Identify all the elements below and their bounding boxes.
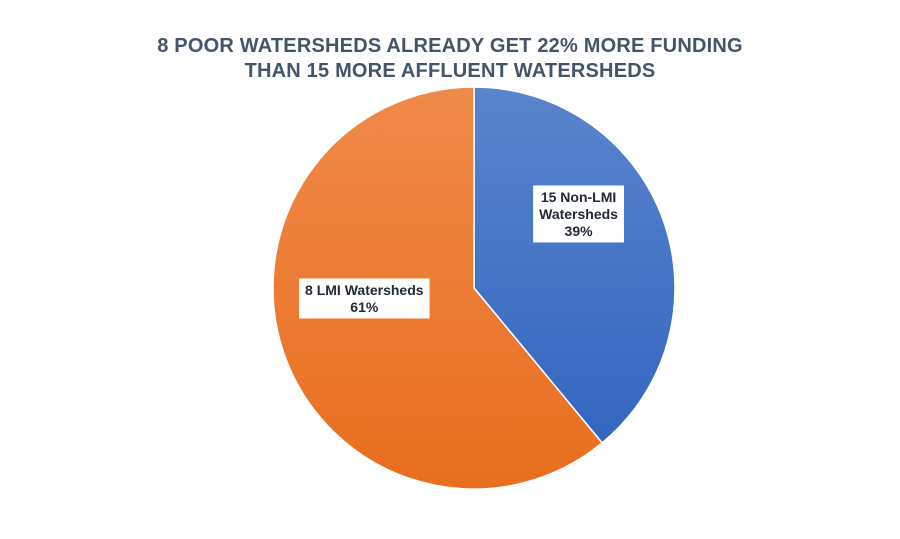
slice-label-line: 39%	[565, 223, 594, 239]
slice-label-line: 8 LMI Watersheds	[305, 282, 424, 298]
slice-label-line: 61%	[350, 299, 379, 315]
chart-title-line-1: 8 POOR WATERSHEDS ALREADY GET 22% MORE F…	[157, 35, 743, 57]
chart-title: 8 POOR WATERSHEDS ALREADY GET 22% MORE F…	[0, 34, 900, 84]
pie-slice-lmi	[272, 86, 604, 490]
pie-slice-non-lmi	[473, 86, 676, 444]
slice-label-line: Watersheds	[539, 206, 618, 222]
chart-title-line-2: THAN 15 MORE AFFLUENT WATERSHEDS	[244, 60, 656, 82]
slice-label-box	[299, 278, 430, 319]
slice-label-line: 15 Non-LMI	[541, 189, 616, 205]
slice-label-box	[533, 185, 624, 243]
